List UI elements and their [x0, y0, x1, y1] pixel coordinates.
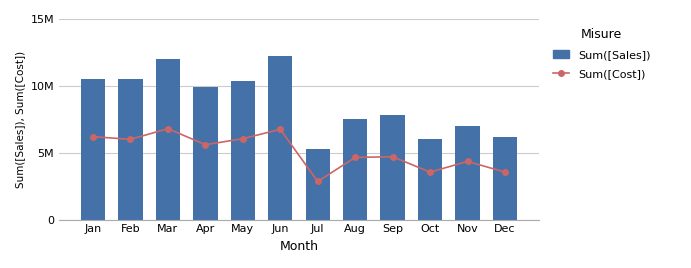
Legend: Sum([Sales]), Sum([Cost]): Sum([Sales]), Sum([Cost]): [549, 25, 654, 82]
X-axis label: Month: Month: [280, 240, 319, 253]
Bar: [418, 139, 442, 219]
Bar: [305, 149, 330, 219]
Bar: [81, 79, 105, 219]
Bar: [155, 59, 180, 219]
Bar: [268, 57, 292, 219]
Bar: [343, 119, 368, 219]
Bar: [493, 137, 517, 219]
Bar: [381, 115, 405, 219]
Y-axis label: Sum([Sales]), Sum([Cost]): Sum([Sales]), Sum([Cost]): [15, 51, 25, 188]
Bar: [455, 126, 480, 219]
Bar: [193, 87, 218, 219]
Bar: [231, 80, 255, 219]
Bar: [118, 79, 142, 219]
